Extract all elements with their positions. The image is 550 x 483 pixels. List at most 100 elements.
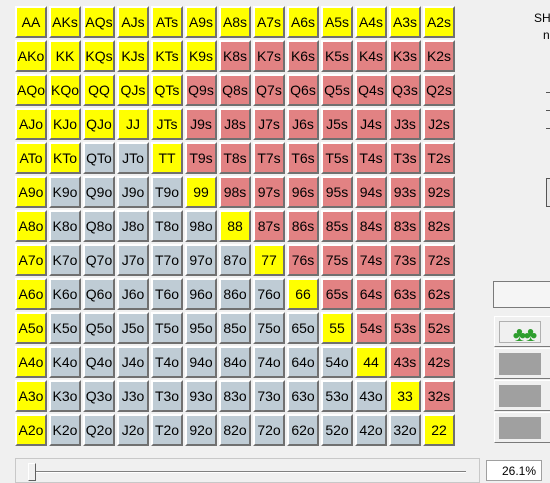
hand-cell[interactable]: 33 [389,380,421,412]
hand-cell[interactable]: J3s [389,108,421,140]
hand-cell[interactable]: 62s [423,278,455,310]
hand-cell[interactable]: T5o [151,312,183,344]
hand-cell[interactable]: T4o [151,346,183,378]
hand-cell[interactable]: 87s [253,210,285,242]
hand-cell[interactable]: K3s [389,40,421,72]
hand-cell[interactable]: AJs [117,6,149,38]
hand-cell[interactable]: 66 [287,278,319,310]
hand-cell[interactable]: 75s [321,244,353,276]
hand-cell[interactable]: 54o [321,346,353,378]
hand-cell[interactable]: Q2s [423,74,455,106]
hand-cell[interactable]: T8s [219,142,251,174]
hand-cell[interactable]: K7o [49,244,81,276]
hand-cell[interactable]: J3o [117,380,149,412]
hand-cell[interactable]: 73o [253,380,285,412]
hand-cell[interactable]: Q6s [287,74,319,106]
hand-cell[interactable]: J2o [117,414,149,446]
hand-cell[interactable]: T4s [355,142,387,174]
hand-cell[interactable]: K4o [49,346,81,378]
hand-cell[interactable]: A5o [15,312,47,344]
hand-cell[interactable]: ATo [15,142,47,174]
hand-cell[interactable]: T7s [253,142,285,174]
hand-cell[interactable]: AKs [49,6,81,38]
hand-cell[interactable]: 95s [321,176,353,208]
hand-cell[interactable]: JJ [117,108,149,140]
hand-cell[interactable]: KTo [49,142,81,174]
hand-cell[interactable]: 86o [219,278,251,310]
suit-filter-button[interactable] [494,380,550,411]
hand-cell[interactable]: 65o [287,312,319,344]
hand-cell[interactable]: 44 [355,346,387,378]
hand-cell[interactable]: J4o [117,346,149,378]
hand-cell[interactable]: A2o [15,414,47,446]
hand-cell[interactable]: Q3s [389,74,421,106]
hand-cell[interactable]: AA [15,6,47,38]
hand-cell[interactable]: Q4s [355,74,387,106]
hand-cell[interactable]: A7s [253,6,285,38]
side-panel-button[interactable] [546,178,550,207]
hand-cell[interactable]: 65s [321,278,353,310]
hand-cell[interactable]: K9o [49,176,81,208]
hand-cell[interactable]: Q9o [83,176,115,208]
hand-cell[interactable]: 93o [185,380,217,412]
hand-cell[interactable]: T3s [389,142,421,174]
hand-cell[interactable]: Q7o [83,244,115,276]
hand-cell[interactable]: 84o [219,346,251,378]
hand-cell[interactable]: ATs [151,6,183,38]
hand-cell[interactable]: 75o [253,312,285,344]
range-slider[interactable] [15,458,480,483]
hand-cell[interactable]: K2s [423,40,455,72]
hand-cell[interactable]: Q7s [253,74,285,106]
hand-cell[interactable]: A4o [15,346,47,378]
hand-cell[interactable]: K5s [321,40,353,72]
hand-cell[interactable]: 32o [389,414,421,446]
hand-cell[interactable]: 92o [185,414,217,446]
hand-cell[interactable]: AKo [15,40,47,72]
hand-cell[interactable]: QTo [83,142,115,174]
hand-cell[interactable]: 96s [287,176,319,208]
hand-cell[interactable]: K6s [287,40,319,72]
hand-cell[interactable]: 76s [287,244,319,276]
hand-cell[interactable]: 42o [355,414,387,446]
hand-cell[interactable]: JTo [117,142,149,174]
hand-cell[interactable]: KTs [151,40,183,72]
hand-cell[interactable]: K3o [49,380,81,412]
slider-thumb[interactable] [28,463,36,481]
hand-cell[interactable]: QQ [83,74,115,106]
hand-cell[interactable]: Q4o [83,346,115,378]
hand-cell[interactable]: KQs [83,40,115,72]
hand-cell[interactable]: 53s [389,312,421,344]
hand-cell[interactable]: 85o [219,312,251,344]
hand-cell[interactable]: AQo [15,74,47,106]
hand-cell[interactable]: Q8o [83,210,115,242]
hand-cell[interactable]: J5s [321,108,353,140]
hand-cell[interactable]: K6o [49,278,81,310]
hand-cell[interactable]: 82o [219,414,251,446]
hand-cell[interactable]: 92s [423,176,455,208]
hand-cell[interactable]: AQs [83,6,115,38]
hand-cell[interactable]: J2s [423,108,455,140]
hand-cell[interactable]: Q3o [83,380,115,412]
hand-cell[interactable]: T2o [151,414,183,446]
hand-cell[interactable]: K8o [49,210,81,242]
hand-cell[interactable]: 73s [389,244,421,276]
hand-cell[interactable]: Q8s [219,74,251,106]
hand-cell[interactable]: 42s [423,346,455,378]
hand-cell[interactable]: A5s [321,6,353,38]
hand-cell[interactable]: T3o [151,380,183,412]
hand-cell[interactable]: 43o [355,380,387,412]
hand-cell[interactable]: KJo [49,108,81,140]
hand-cell[interactable]: J9o [117,176,149,208]
hand-cell[interactable]: A3o [15,380,47,412]
hand-cell[interactable]: KJs [117,40,149,72]
hand-cell[interactable]: K5o [49,312,81,344]
hand-cell[interactable]: 62o [287,414,319,446]
hand-cell[interactable]: Q2o [83,414,115,446]
hand-cell[interactable]: KQo [49,74,81,106]
hand-cell[interactable]: J9s [185,108,217,140]
hand-cell[interactable]: TT [151,142,183,174]
hand-cell[interactable]: 98o [185,210,217,242]
hand-cell[interactable]: 83o [219,380,251,412]
hand-cell[interactable]: 74o [253,346,285,378]
hand-cell[interactable]: 84s [355,210,387,242]
